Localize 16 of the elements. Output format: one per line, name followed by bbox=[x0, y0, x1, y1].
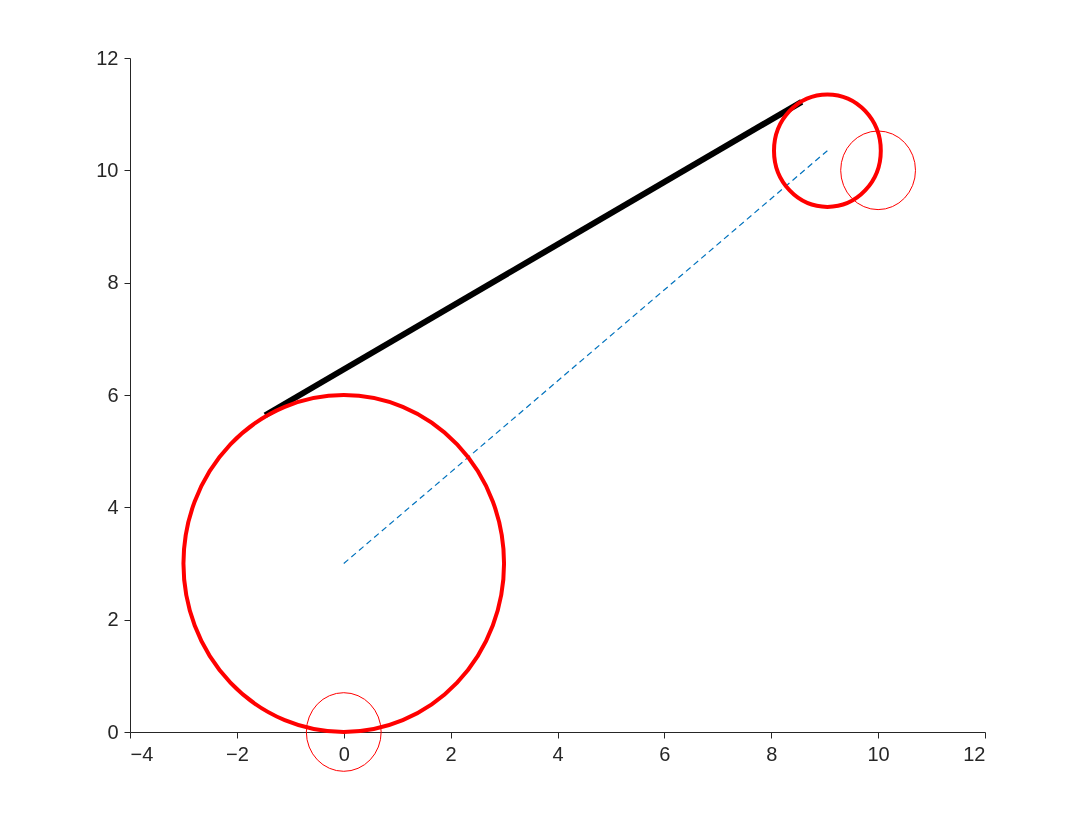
y-tick-label: 6 bbox=[107, 383, 119, 406]
x-tick-label: 4 bbox=[552, 742, 564, 765]
x-tick-label: 6 bbox=[659, 742, 671, 765]
x-tick-label: 2 bbox=[445, 742, 457, 765]
y-tick-label: 8 bbox=[107, 271, 119, 294]
x-tick-label: 8 bbox=[766, 742, 778, 765]
x-tick-label: 0 bbox=[338, 742, 350, 765]
y-tick-label: 4 bbox=[107, 495, 119, 518]
x-tick-label: −4 bbox=[130, 742, 154, 765]
y-tick-label: 2 bbox=[107, 608, 119, 631]
x-tick-label: 10 bbox=[867, 742, 890, 765]
x-tick-label: −2 bbox=[225, 742, 249, 765]
y-tick-label: 0 bbox=[107, 720, 119, 743]
y-tick-label: 10 bbox=[96, 158, 119, 181]
x-tick-label: 12 bbox=[963, 742, 986, 765]
y-tick-label: 12 bbox=[96, 46, 119, 69]
